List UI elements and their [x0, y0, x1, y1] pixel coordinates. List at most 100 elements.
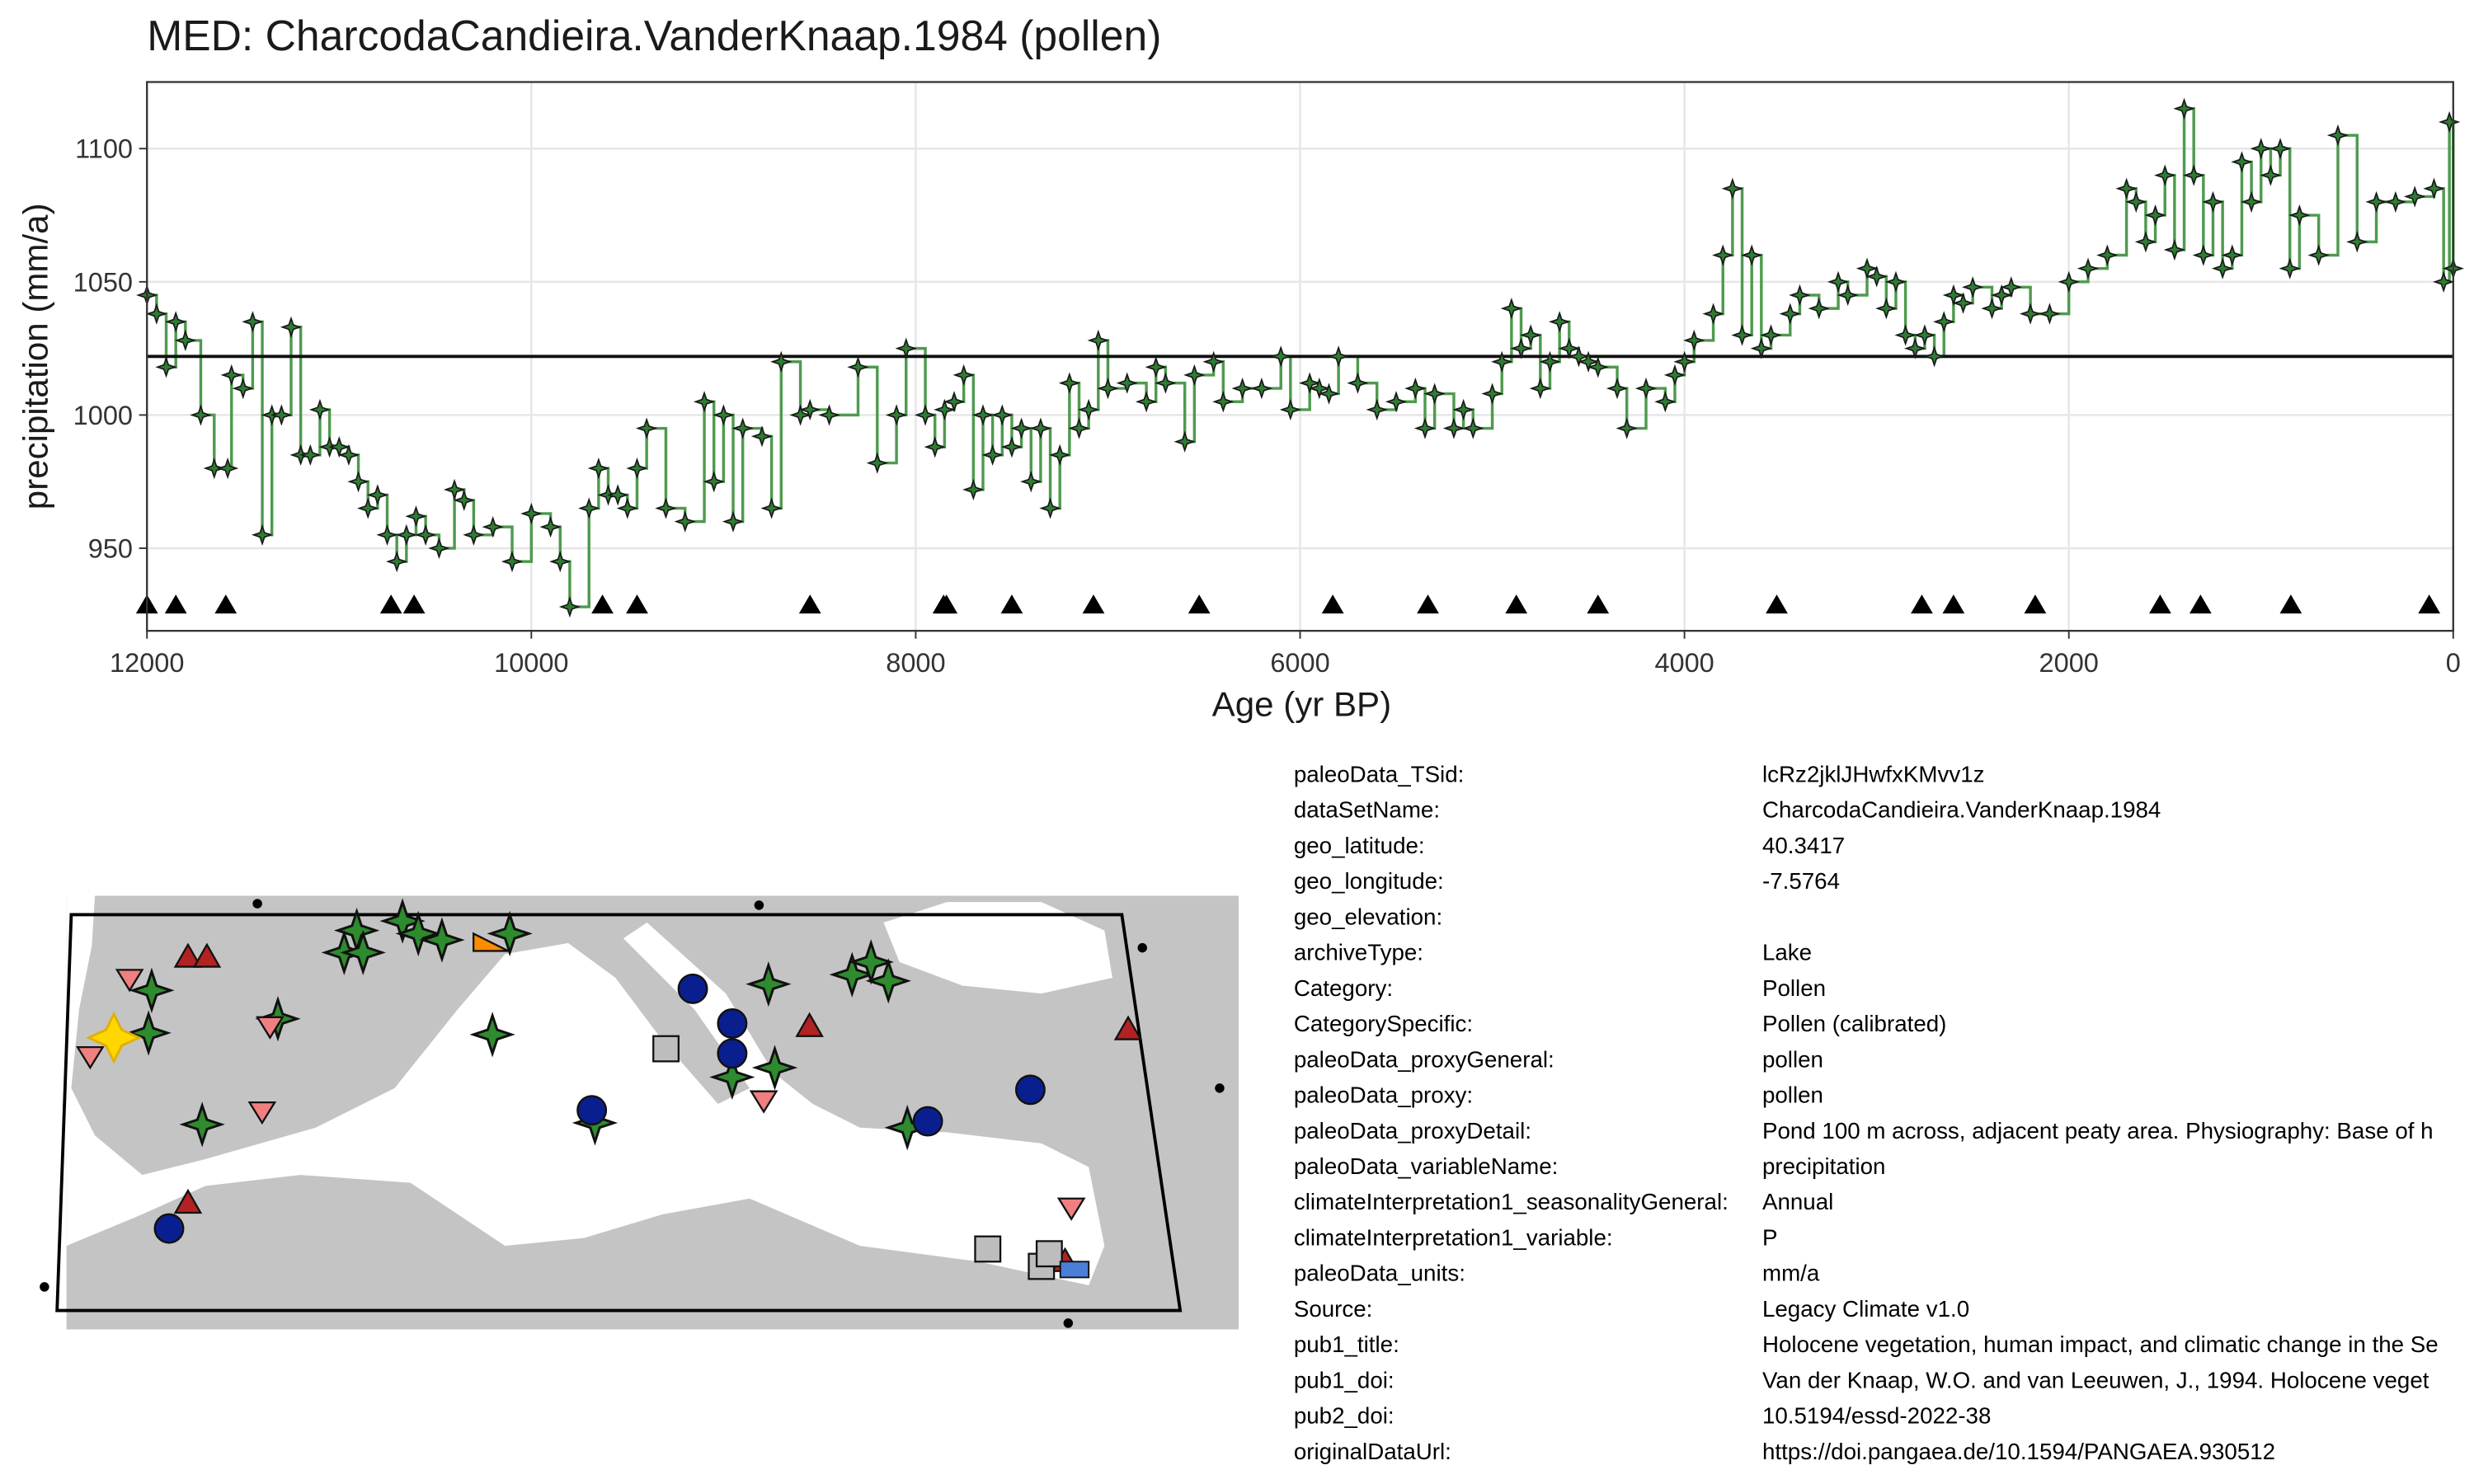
meta-key: paleoData_proxy:	[1294, 1082, 1473, 1108]
data-point	[1750, 337, 1773, 359]
data-point	[731, 417, 754, 439]
data-point	[1587, 356, 1609, 378]
data-point	[1721, 177, 1744, 200]
data-point	[934, 398, 956, 421]
data-point	[1250, 377, 1273, 400]
data-point	[1077, 398, 1100, 421]
meta-key: paleoData_proxyDetail:	[1294, 1118, 1531, 1144]
map-sea	[66, 895, 1105, 1285]
data-point	[1366, 398, 1388, 421]
data-point	[2326, 124, 2349, 147]
data-point	[1452, 398, 1475, 421]
age-control-marker	[591, 594, 614, 614]
meta-value: Annual	[1762, 1189, 1833, 1214]
age-control-marker	[1505, 594, 1528, 614]
age-control-marker	[2189, 594, 2212, 614]
data-point	[2269, 138, 2292, 160]
map-markers	[40, 899, 1225, 1328]
data-point	[587, 457, 610, 480]
data-point	[616, 497, 639, 519]
data-point	[1741, 244, 1763, 266]
meta-key: geo_latitude:	[1294, 833, 1425, 858]
data-point	[308, 398, 332, 421]
age-control-marker	[2024, 594, 2047, 614]
data-point	[1923, 345, 1945, 368]
data-point	[1827, 270, 1850, 294]
data-point	[1539, 350, 1561, 373]
map-black-sea	[883, 902, 1112, 994]
age-control-marker	[2149, 594, 2171, 614]
data-point	[1712, 244, 1734, 266]
data-point	[2134, 231, 2157, 253]
data-point	[2183, 164, 2205, 186]
data-point	[1884, 270, 1907, 294]
data-point	[1606, 377, 1629, 400]
data-point	[693, 391, 716, 413]
data-point	[1279, 398, 1302, 421]
data-point	[885, 404, 908, 426]
data-point	[1933, 311, 1955, 333]
data-point	[1789, 284, 1811, 307]
meta-value: pollen	[1762, 1046, 1823, 1072]
age-control-marker	[798, 594, 821, 614]
meta-value: Pollen	[1762, 975, 1826, 1001]
data-point	[2423, 177, 2445, 200]
data-point	[2125, 190, 2147, 214]
data-point	[981, 444, 1004, 467]
data-point	[895, 337, 917, 359]
data-point	[866, 452, 888, 474]
meta-value: Legacy Climate v1.0	[1762, 1296, 1969, 1322]
data-point	[1000, 435, 1023, 458]
meta-key: pub1_doi:	[1294, 1367, 1395, 1392]
data-point	[2240, 190, 2263, 214]
meta-value: -7.5764	[1762, 868, 1840, 894]
data-point	[1634, 377, 1658, 400]
data-point	[1808, 297, 1830, 320]
data-point	[1856, 257, 1879, 279]
data-point	[1683, 329, 1705, 352]
meta-value: P	[1762, 1224, 1778, 1250]
data-point	[203, 457, 225, 480]
data-point	[1894, 324, 1917, 346]
data-point	[443, 478, 466, 501]
data-point	[357, 497, 379, 519]
data-point	[1068, 417, 1090, 439]
data-point	[1327, 345, 1350, 368]
data-point	[1673, 350, 1696, 373]
data-point	[2144, 204, 2166, 227]
data-point	[520, 502, 543, 525]
data-point	[1212, 391, 1235, 413]
data-point	[847, 356, 869, 378]
age-control-marker	[1766, 594, 1788, 614]
meta-key: climateInterpretation1_seasonalityGenera…	[1294, 1189, 1729, 1214]
data-point	[155, 356, 177, 378]
data-point	[414, 524, 437, 546]
meta-key: paleoData_proxyGeneral:	[1294, 1046, 1554, 1072]
data-point	[405, 505, 427, 528]
meta-key: Category:	[1294, 975, 1393, 1001]
plot-layer	[135, 97, 2464, 618]
data-point	[2346, 231, 2368, 253]
data-point	[674, 510, 696, 533]
data-point	[347, 470, 369, 493]
data-point	[1837, 284, 1859, 307]
data-point	[2288, 204, 2311, 227]
data-point	[991, 404, 1014, 426]
data-point	[1155, 372, 1177, 394]
data-point	[2365, 190, 2387, 214]
data-point	[337, 444, 360, 467]
data-point	[2404, 186, 2426, 208]
x-tick-label: 12000	[110, 648, 184, 678]
data-point	[1568, 345, 1590, 368]
data-point	[174, 329, 197, 352]
data-point	[1049, 444, 1071, 467]
data-point	[2384, 190, 2407, 214]
data-point	[1529, 377, 1552, 400]
data-point	[1779, 303, 1801, 325]
data-point	[1308, 377, 1331, 400]
meta-value: Pond 100 m across, adjacent peaty area. …	[1762, 1118, 2434, 1144]
meta-value: CharcodaCandieira.VanderKnaap.1984	[1762, 797, 2161, 823]
data-point	[299, 444, 322, 467]
data-point	[1500, 297, 1523, 320]
